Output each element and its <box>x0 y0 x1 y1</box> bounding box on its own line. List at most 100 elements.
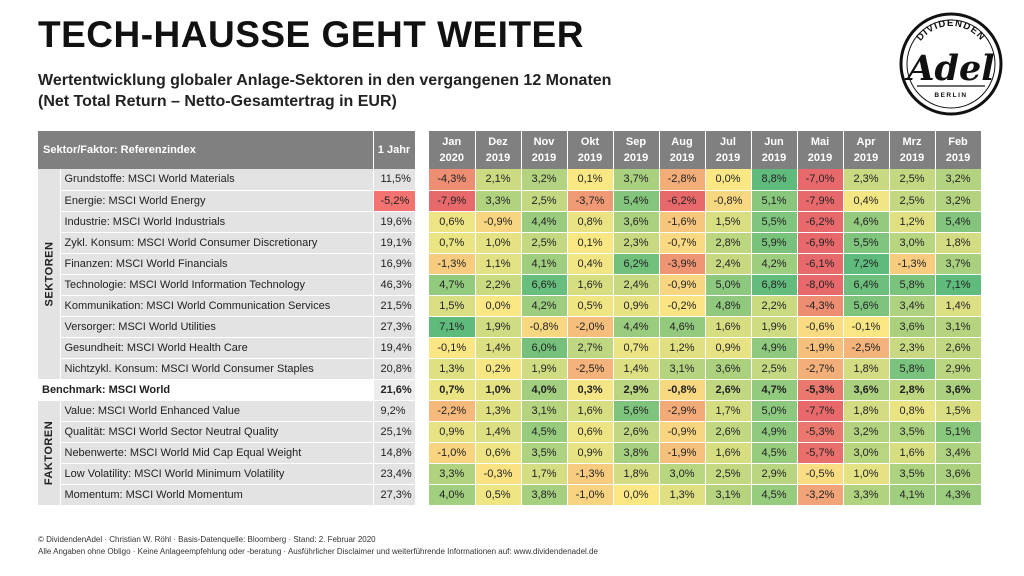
month-value: 4,5% <box>521 421 568 443</box>
month-value: 0,0% <box>475 295 522 317</box>
month-value: -0,9% <box>659 274 706 296</box>
benchmark-row: Benchmark: MSCI World 21,6% 0,7% 1,0% 4,0% 0,… <box>38 379 982 401</box>
month-value: 5,8% <box>889 358 936 380</box>
month-value: 5,5% <box>843 232 890 254</box>
month-value: 4,9% <box>751 337 798 359</box>
month-value: 4,2% <box>521 295 568 317</box>
row-name: Industrie: MSCI World Industrials <box>60 211 374 233</box>
month-value: 3,6% <box>935 463 982 485</box>
month-value: 0,7% <box>429 232 476 254</box>
month-value: 4,8% <box>705 295 752 317</box>
column-gap <box>415 400 429 421</box>
row-name: Technologie: MSCI World Information Tech… <box>60 274 374 296</box>
month-value: -0,6% <box>797 316 844 338</box>
month-value: 2,6% <box>705 421 752 443</box>
logo-bottom-text: BERLIN <box>934 92 967 99</box>
table-row: Value: MSCI World Enhanced Value 9,2% -2,2… <box>38 400 982 505</box>
month-value: 3,6% <box>843 379 890 401</box>
group-cell <box>38 400 61 505</box>
table-row: Energie: MSCI World Energy -5,2% -7,9% 3,3%… <box>38 190 982 212</box>
month-value: 1,0% <box>475 232 522 254</box>
month-value: 2,3% <box>843 169 890 191</box>
table-row: Qualität: MSCI World Sector Neutral Qual… <box>38 421 982 443</box>
month-value: 1,6% <box>889 442 936 464</box>
dividendenadel-logo: DIVIDENDEN Adel BERLIN <box>899 12 1003 116</box>
table-row: Nichtzykl. Konsum: MSCI World Consumer S… <box>38 358 982 380</box>
month-value: 1,4% <box>475 337 522 359</box>
month-name: Feb <box>948 136 968 148</box>
month-name: Okt <box>580 136 600 148</box>
month-value: 0,6% <box>475 442 522 464</box>
month-value: 0,1% <box>567 232 614 254</box>
month-value: -6,1% <box>797 253 844 275</box>
month-year: 2019 <box>669 152 695 164</box>
month-value: 5,4% <box>613 190 660 212</box>
year-value: 23,4% <box>373 463 416 485</box>
month-value: 1,7% <box>521 463 568 485</box>
month-value: 3,7% <box>935 253 982 275</box>
month-value: 3,2% <box>935 190 982 212</box>
month-value: 6,4% <box>843 274 890 296</box>
table-header-row: Sektor/Faktor: Referenzindex 1 Jahr Jan 2… <box>38 131 982 169</box>
month-header: Apr 2019 <box>843 131 890 169</box>
table-row: Momentum: MSCI World Momentum 27,3% 4,0% 0,… <box>38 484 982 506</box>
year-value: 19,1% <box>373 232 416 254</box>
month-value: 5,6% <box>613 400 660 422</box>
month-value: 0,6% <box>429 211 476 233</box>
month-value: 1,2% <box>659 337 706 359</box>
month-header: Jun 2019 <box>751 131 798 169</box>
year-value: 9,2% <box>373 400 416 422</box>
month-name: Aug <box>671 136 693 148</box>
month-value: -1,9% <box>659 442 706 464</box>
month-value: 3,1% <box>521 400 568 422</box>
month-value: -2,8% <box>659 169 706 191</box>
month-value: 1,0% <box>843 463 890 485</box>
month-value: 1,0% <box>475 379 522 401</box>
row-name: Value: MSCI World Enhanced Value <box>60 400 374 422</box>
month-value: 3,5% <box>889 421 936 443</box>
month-value: 3,2% <box>843 421 890 443</box>
month-value: 5,5% <box>751 211 798 233</box>
month-value: 5,9% <box>751 232 798 254</box>
row-name: Zykl. Konsum: MSCI World Consumer Discre… <box>60 232 374 254</box>
month-value: -6,9% <box>797 232 844 254</box>
month-value: 0,9% <box>613 295 660 317</box>
month-value: 0,3% <box>567 379 614 401</box>
month-value: 3,0% <box>843 442 890 464</box>
column-gap <box>415 484 429 505</box>
row-name: Nebenwerte: MSCI World Mid Cap Equal Wei… <box>60 442 374 464</box>
month-value: 4,7% <box>429 274 476 296</box>
month-year: 2019 <box>577 152 603 164</box>
year-value: 25,1% <box>373 421 416 443</box>
month-value: 3,0% <box>889 232 936 254</box>
month-value: 4,4% <box>521 211 568 233</box>
year-value: 27,3% <box>373 484 416 506</box>
month-value: 1,8% <box>843 358 890 380</box>
month-value: -6,2% <box>797 211 844 233</box>
month-name: Dez <box>488 136 508 148</box>
month-value: 1,6% <box>705 316 752 338</box>
month-value: 2,6% <box>613 421 660 443</box>
month-value: 2,5% <box>705 463 752 485</box>
month-value: 3,3% <box>429 463 476 485</box>
month-value: 1,6% <box>567 274 614 296</box>
month-value: -1,9% <box>797 337 844 359</box>
month-value: -2,9% <box>659 400 706 422</box>
month-value: 2,3% <box>889 337 936 359</box>
month-header: Mai 2019 <box>797 131 844 169</box>
month-value: 1,9% <box>751 316 798 338</box>
row-name: Grundstoffe: MSCI World Materials <box>60 169 374 191</box>
table-row: Grundstoffe: MSCI World Materials 11,5% -4… <box>38 169 982 379</box>
month-value: 5,0% <box>705 274 752 296</box>
month-value: 4,5% <box>751 442 798 464</box>
month-value: 5,0% <box>751 400 798 422</box>
row-name: Nichtzykl. Konsum: MSCI World Consumer S… <box>60 358 374 380</box>
month-value: 2,5% <box>751 358 798 380</box>
month-value: -1,3% <box>567 463 614 485</box>
table-row: Finanzen: MSCI World Financials 16,9% -1,3… <box>38 253 982 275</box>
month-value: 2,4% <box>705 253 752 275</box>
table-row: Industrie: MSCI World Industrials 19,6% 0,… <box>38 211 982 233</box>
month-value: 5,1% <box>751 190 798 212</box>
month-value: 2,2% <box>751 295 798 317</box>
month-value: 0,4% <box>567 253 614 275</box>
